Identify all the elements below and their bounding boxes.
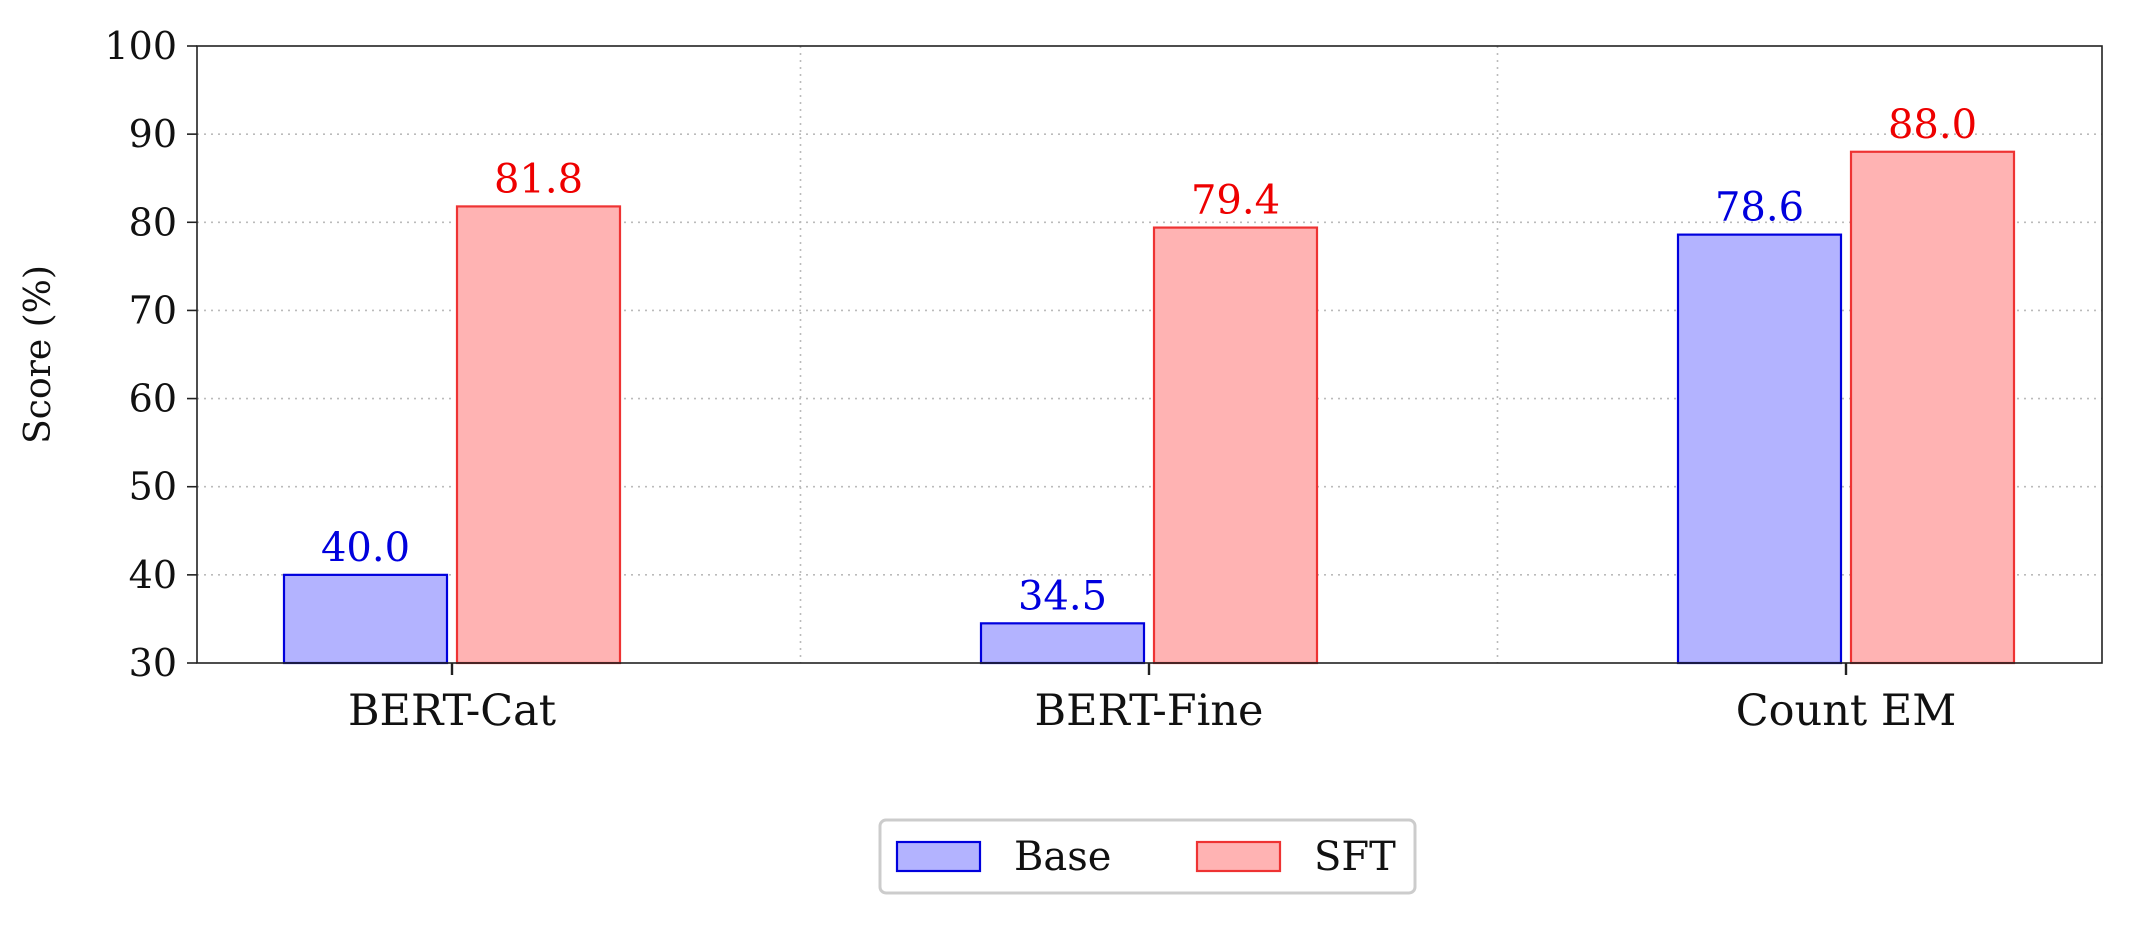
bar-value-label: 79.4: [1191, 178, 1280, 224]
bar-base-2: [1676, 233, 1843, 665]
y-tick-label: 100: [104, 24, 177, 68]
grid-lines: [197, 46, 2102, 663]
y-tick-label: 60: [129, 377, 177, 421]
bar-base-0: [282, 573, 449, 665]
bar-value-label: 34.5: [1018, 573, 1107, 619]
legend-frame: [878, 818, 1417, 895]
bar-value-label: 40.0: [321, 525, 410, 571]
y-tick-label: 80: [129, 200, 177, 244]
y-tick-label: 70: [129, 288, 177, 332]
x-tick-label: BERT-Cat: [348, 686, 556, 736]
y-tick-label: 50: [129, 465, 177, 509]
legend-swatch-sft: [1195, 840, 1282, 873]
legend: Base SFT: [878, 818, 1417, 895]
bar-value-labels: 40.0 34.5 78.6 81.8 79.4 88.0: [321, 102, 1977, 620]
bar-value-label: 78.6: [1715, 185, 1804, 231]
bars: [282, 150, 2016, 665]
x-tick-label: Count EM: [1736, 686, 1957, 736]
y-tick-label: 40: [129, 553, 177, 597]
x-axis: BERT-Cat BERT-Fine Count EM: [348, 663, 1956, 736]
x-tick-label: BERT-Fine: [1034, 686, 1263, 736]
y-axis: 30 40 50 60 70 80 90 100: [104, 24, 197, 685]
bar-base-1: [979, 622, 1146, 665]
bar-sft-0: [455, 205, 622, 665]
y-tick-label: 30: [129, 641, 177, 685]
legend-label-sft: SFT: [1314, 834, 1396, 880]
y-tick-label: 90: [129, 112, 177, 156]
bar-sft-1: [1152, 226, 1319, 665]
y-axis-title: Score (%): [18, 265, 59, 444]
bar-sft-2: [1849, 150, 2016, 665]
bar-value-label: 81.8: [494, 156, 583, 202]
legend-swatch-base: [895, 840, 982, 873]
bar-value-label: 88.0: [1888, 102, 1977, 148]
legend-label-base: Base: [1014, 834, 1111, 880]
